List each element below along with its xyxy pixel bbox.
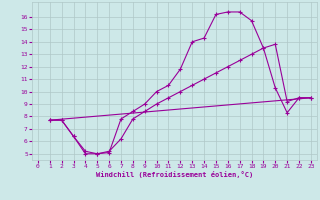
X-axis label: Windchill (Refroidissement éolien,°C): Windchill (Refroidissement éolien,°C) — [96, 171, 253, 178]
